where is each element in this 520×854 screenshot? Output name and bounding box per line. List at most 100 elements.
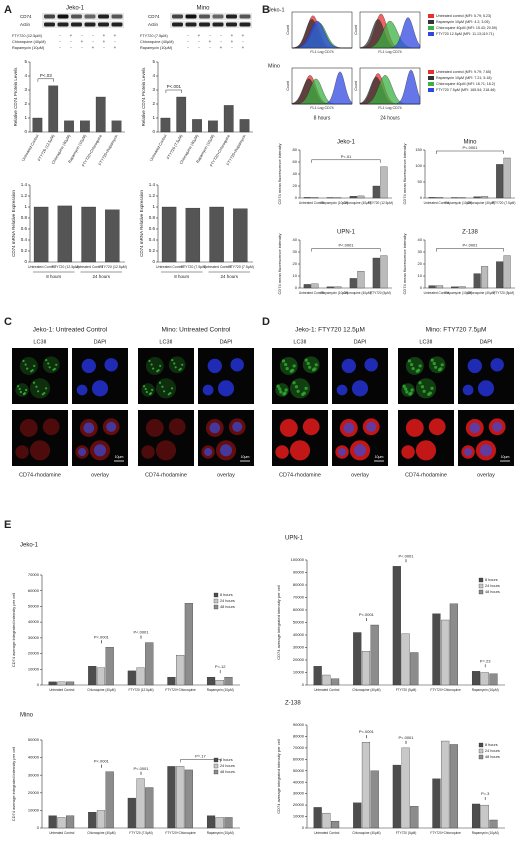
blot-band: [212, 14, 224, 19]
bar: [145, 642, 154, 686]
bar: [48, 85, 59, 133]
bar: [357, 271, 365, 289]
cell: [275, 383, 289, 397]
bar: [313, 807, 322, 829]
lc3-puncta: [53, 367, 56, 370]
lc3-puncta: [167, 393, 170, 396]
y-axis-label: CD74 mean fluorescence intensity: [402, 234, 407, 295]
nucleus: [338, 447, 347, 457]
cd74-signal: [42, 418, 60, 436]
bar: [322, 674, 331, 686]
bar: [380, 166, 388, 199]
x-tick-label: Untreated Control: [424, 201, 449, 205]
y-tick-label: 70000: [293, 745, 305, 750]
y-tick-label: 20000: [293, 657, 305, 662]
bar: [127, 670, 136, 686]
cell: [42, 356, 60, 374]
x-tick-label: FTY720 (5µM): [396, 831, 417, 835]
y-tick-label: 0: [420, 285, 423, 290]
lc3-puncta: [35, 385, 38, 388]
micrograph: [72, 410, 128, 466]
y-tick-label: 80: [293, 147, 298, 152]
bar: [215, 680, 224, 686]
p-value: P<.03: [40, 73, 52, 78]
micrograph: [12, 410, 68, 466]
nucleus: [479, 444, 493, 457]
nucleus: [81, 358, 96, 374]
x-tick-label: Untreated Control: [314, 688, 339, 692]
x-tick-label: Chloroquine (40µM): [352, 688, 380, 692]
p-value: P<.0001: [133, 766, 149, 771]
x-tick-label: FTY720 (12.5µM): [368, 201, 393, 205]
legend-label: 48 hours: [220, 770, 235, 774]
y-tick-label: 40000: [28, 619, 40, 624]
bar: [380, 255, 388, 289]
legend-swatch: [213, 598, 219, 604]
y-axis-label: CD74 average integrated intensity per ce…: [276, 585, 281, 660]
x-tick-label: FTY720 (12.5µM): [99, 265, 127, 269]
blot-band: [71, 22, 82, 27]
stain-label: LC3II: [293, 339, 307, 345]
y-tick-label: 5: [24, 59, 27, 64]
treatment-sign: -: [59, 45, 61, 50]
x-tick-label: Chloroquine (40µM): [467, 291, 495, 295]
nucleus: [366, 421, 377, 432]
bar: [192, 119, 202, 133]
nucleus: [462, 384, 474, 396]
bar: [176, 654, 185, 686]
p-value: P=.17: [195, 753, 206, 758]
bar: [224, 817, 233, 829]
nucleus: [91, 380, 109, 397]
y-axis-label: CD74 average integrated intensity per ce…: [11, 747, 16, 822]
cell: [145, 356, 164, 375]
treatment-label: FTY720 (7.5µM): [140, 34, 168, 38]
y-tick-label: 4: [24, 73, 27, 78]
x-tick-label: Rapamycin (10µM): [321, 291, 348, 295]
x-tick-label: Rapamycin (10µM): [207, 688, 234, 692]
x-tick-label: Untreated Control: [299, 291, 324, 295]
treatment-label: Chloroquine (40µM): [12, 40, 46, 44]
blot-band: [44, 22, 55, 27]
stain-label: CD74-rhodamine: [19, 472, 61, 478]
lc3-puncta: [169, 392, 172, 395]
bar: [458, 286, 466, 289]
lc3-puncta: [22, 359, 25, 363]
treatment-sign: +: [103, 39, 106, 44]
bar: [401, 633, 410, 686]
treatment-sign: -: [59, 33, 61, 38]
bar: [331, 678, 340, 686]
bar: [311, 283, 319, 289]
bar: [33, 206, 49, 263]
legend-swatch: [428, 26, 434, 30]
legend-label: 8 hours: [485, 578, 498, 582]
panel-letter: C: [4, 316, 12, 328]
cd74-signal: [289, 440, 311, 461]
blot-label: CD74: [148, 14, 160, 19]
y-tick-label: 0.6: [21, 226, 28, 231]
significance-bracket: [165, 89, 182, 93]
histogram-curve: [360, 69, 421, 105]
bar: [105, 647, 114, 686]
nucleus: [106, 421, 117, 432]
y-tick-label: 0: [152, 129, 155, 134]
legend-swatch: [478, 589, 484, 595]
cell: [19, 356, 38, 375]
y-tick-label: 50000: [28, 603, 40, 608]
y-tick-label: 30000: [28, 635, 40, 640]
legend-swatch: [428, 82, 434, 86]
histogram-curve: [360, 17, 421, 49]
bar: [233, 208, 248, 263]
x-tick-label: Untreated Control: [314, 831, 339, 835]
x-tick-label: Untreated Control: [424, 291, 449, 295]
bar: [326, 286, 334, 289]
legend-label: 48 hours: [485, 755, 500, 759]
lc3-puncta: [171, 359, 174, 362]
blot-band: [226, 22, 237, 27]
lc3-puncta: [174, 366, 177, 369]
significance-bracket: [311, 248, 381, 252]
bar: [184, 603, 193, 686]
y-tick-label: 0.8: [149, 215, 156, 220]
bar: [167, 766, 176, 829]
bar: [401, 747, 410, 829]
y-tick-label: 0: [295, 195, 298, 200]
